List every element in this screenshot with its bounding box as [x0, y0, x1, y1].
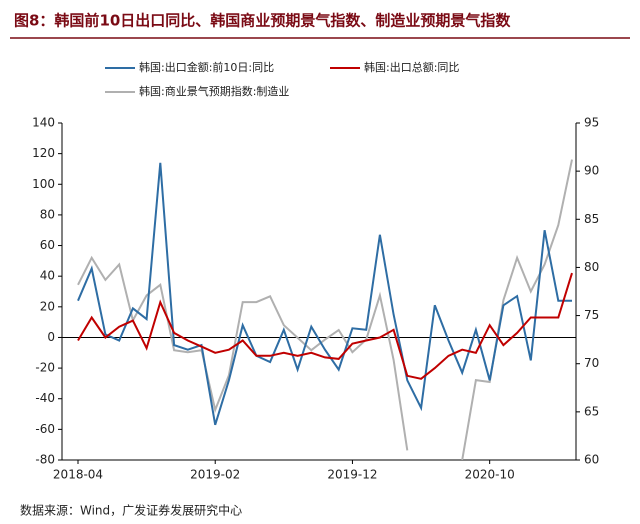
y-tick-label: -60: [35, 422, 55, 436]
series-line: [77, 272, 573, 380]
y2-tick-label: 70: [584, 356, 599, 370]
y-tick-label: 20: [40, 299, 55, 313]
y-tick-label: -20: [35, 361, 55, 375]
y2-tick-label: 85: [584, 212, 599, 226]
y-tick-label: 120: [32, 146, 55, 160]
legend-label: 韩国:商业景气预期指数:制造业: [139, 84, 289, 98]
chart-title: 图8：韩国前10日出口同比、韩国商业预期景气指数、制造业预期景气指数: [14, 12, 511, 30]
y-tick-label: 140: [32, 116, 55, 130]
series-line: [77, 162, 572, 426]
y-tick-label: 80: [40, 207, 55, 221]
y-tick-label: 40: [40, 269, 55, 283]
x-tick-label: 2019-12: [327, 468, 377, 482]
x-tick-label: 2018-04: [53, 468, 103, 482]
x-tick-label: 2019-02: [190, 468, 240, 482]
legend-label: 韩国:出口总额:同比: [364, 60, 459, 74]
y2-tick-label: 95: [584, 116, 599, 130]
y-tick-label: -80: [35, 453, 55, 467]
y-tick-label: -40: [35, 391, 55, 405]
series-line: [77, 159, 573, 460]
legend-label: 韩国:出口金额:前10日:同比: [139, 60, 274, 74]
y2-tick-label: 90: [584, 164, 599, 178]
y-tick-label: 60: [40, 238, 55, 252]
y2-tick-label: 75: [584, 308, 599, 322]
source: 数据来源：Wind，广发证券发展研究中心: [20, 503, 242, 518]
y2-tick-label: 80: [584, 260, 599, 274]
y2-tick-label: 60: [584, 453, 599, 467]
y-tick-label: 100: [32, 177, 55, 191]
x-tick-label: 2020-10: [465, 468, 515, 482]
y-tick-label: 0: [47, 330, 55, 344]
y2-tick-label: 65: [584, 404, 599, 418]
